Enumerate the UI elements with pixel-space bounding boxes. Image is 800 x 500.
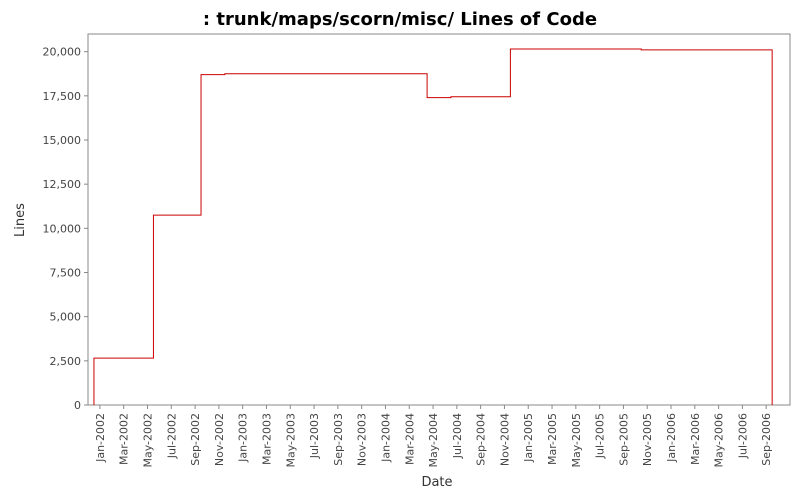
x-tick-label: May-2003 xyxy=(284,413,297,468)
x-tick-label: Sep-2004 xyxy=(475,413,488,466)
x-tick-label: Nov-2004 xyxy=(498,413,511,466)
x-tick-label: Jan-2004 xyxy=(379,413,392,463)
y-tick-label: 0 xyxy=(74,399,81,412)
x-tick-label: Sep-2002 xyxy=(189,413,202,466)
y-tick-label: 10,000 xyxy=(43,222,82,235)
chart-title: : trunk/maps/scorn/misc/ Lines of Code xyxy=(203,9,597,30)
x-tick-label: Jul-2002 xyxy=(165,413,178,459)
x-tick-label: Sep-2006 xyxy=(760,413,773,466)
x-tick-label: Jan-2005 xyxy=(522,413,535,463)
x-tick-label: Mar-2004 xyxy=(403,413,416,465)
line xyxy=(93,48,773,405)
x-tick-label: Mar-2002 xyxy=(118,413,131,465)
x-tick-label: May-2005 xyxy=(570,413,583,468)
x-tick-label: May-2002 xyxy=(141,413,154,468)
y-tick-label: 2,500 xyxy=(50,355,82,368)
x-tick-label: Jul-2005 xyxy=(594,413,607,459)
x-tick-label: May-2006 xyxy=(713,413,726,468)
x-tick-label: Jan-2003 xyxy=(237,413,250,463)
y-tick-label: 5,000 xyxy=(50,311,82,324)
y-tick-label: 17,500 xyxy=(43,90,82,103)
x-tick-label: Mar-2005 xyxy=(546,413,559,465)
x-tick-label: Jan-2006 xyxy=(665,413,678,463)
y-tick-label: 7,500 xyxy=(50,267,82,280)
x-tick-label: May-2004 xyxy=(427,413,440,468)
x-tick-label: Nov-2002 xyxy=(213,413,226,466)
x-tick-label: Jul-2003 xyxy=(308,413,321,459)
x-tick-label: Mar-2006 xyxy=(689,413,702,465)
y-tick-label: 15,000 xyxy=(43,134,82,147)
x-tick-label: Sep-2005 xyxy=(617,413,630,466)
x-tick-label: Nov-2003 xyxy=(356,413,369,466)
x-tick-label: Mar-2003 xyxy=(260,413,273,465)
x-tick-label: Sep-2003 xyxy=(332,413,345,466)
x-tick-label: Jul-2004 xyxy=(451,413,464,459)
x-tick-label: Jul-2006 xyxy=(736,413,749,459)
x-axis-label: Date xyxy=(421,475,452,490)
x-tick-label: Jan-2002 xyxy=(94,413,107,463)
y-tick-label: 20,000 xyxy=(43,46,82,59)
x-tick-label: Nov-2005 xyxy=(641,413,654,466)
plot-area xyxy=(87,33,791,406)
y-axis-label: Lines xyxy=(13,203,28,237)
y-tick-label: 12,500 xyxy=(43,178,82,191)
